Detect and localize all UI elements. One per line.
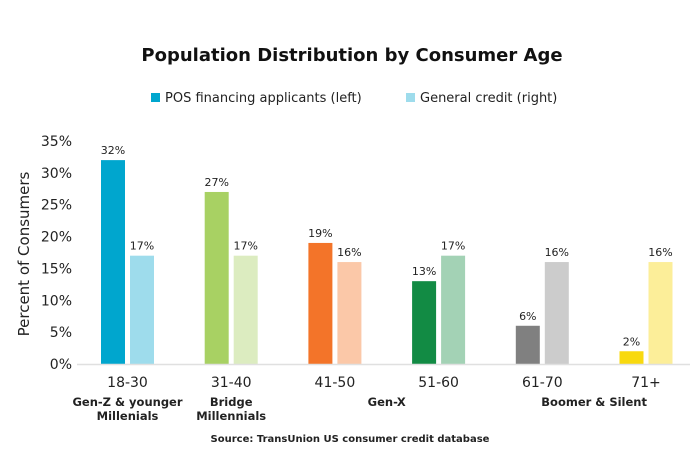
data-label: 17%	[441, 240, 465, 253]
bar-general-41-50	[337, 262, 362, 364]
generation-label: Gen-Z & younger	[72, 395, 182, 409]
generation-label: Millennials	[196, 409, 266, 423]
bar-pos-71+	[619, 351, 644, 364]
bar-pos-18-30	[101, 160, 125, 364]
generation-label: Bridge	[210, 395, 253, 409]
y-tick-label: 0%	[50, 357, 72, 373]
data-label: 16%	[337, 246, 361, 259]
data-label: 17%	[130, 240, 154, 253]
bar-general-61-70	[544, 262, 569, 364]
y-tick-label: 35%	[41, 134, 72, 150]
legend-swatch-general	[406, 93, 415, 102]
y-axis-ticks: 0% 5% 10% 15% 20% 25% 30% 35%	[41, 134, 72, 373]
data-label: 6%	[519, 310, 536, 323]
x-tick-label: 71+	[631, 375, 661, 391]
data-label: 16%	[648, 246, 672, 259]
legend-label-general: General credit (right)	[420, 91, 557, 106]
generation-label: Gen-X	[368, 395, 406, 409]
source-note: Source: TransUnion US consumer credit da…	[211, 434, 490, 445]
bar-pos-51-60	[412, 281, 437, 364]
x-tick-label: 41-50	[315, 375, 356, 391]
bar-pos-41-50	[308, 242, 333, 364]
generation-label: Boomer & Silent	[541, 395, 647, 409]
x-tick-label: 18-30	[107, 375, 148, 391]
bar-general-18-30	[130, 255, 154, 364]
y-tick-label: 30%	[41, 166, 72, 182]
bar-general-51-60	[441, 255, 466, 364]
y-axis-label: Percent of Consumers	[15, 171, 33, 336]
bar-general-71+	[648, 262, 673, 364]
y-tick-label: 25%	[41, 198, 72, 214]
data-label: 16%	[545, 246, 569, 259]
bar-pos-61-70	[515, 325, 540, 364]
y-tick-label: 5%	[50, 325, 72, 341]
data-label: 27%	[204, 176, 228, 189]
bar-general-31-40	[233, 255, 258, 364]
chart-title: Population Distribution by Consumer Age	[141, 45, 562, 66]
y-tick-label: 20%	[41, 230, 72, 246]
legend: POS financing applicants (left) General …	[151, 91, 557, 106]
x-tick-label: 61-70	[522, 375, 563, 391]
y-tick-label: 15%	[41, 261, 72, 277]
data-label: 32%	[101, 144, 125, 157]
bars: 32% 17% 27% 17% 19% 16% 13% 17% 6% 16% 2% 16%	[101, 144, 673, 364]
x-axis-categories: 18-30 31-40 41-50 51-60 61-70 71+	[107, 375, 661, 391]
generation-label: Millenials	[97, 409, 159, 423]
data-label: 17%	[233, 240, 257, 253]
data-label: 19%	[308, 227, 332, 240]
legend-swatch-pos	[151, 93, 160, 102]
x-tick-label: 31-40	[211, 375, 252, 391]
data-label: 13%	[412, 265, 436, 278]
legend-label-pos: POS financing applicants (left)	[165, 91, 362, 106]
x-tick-label: 51-60	[418, 375, 459, 391]
bar-pos-31-40	[204, 191, 229, 364]
data-label: 2%	[623, 335, 640, 348]
y-tick-label: 10%	[41, 293, 72, 309]
